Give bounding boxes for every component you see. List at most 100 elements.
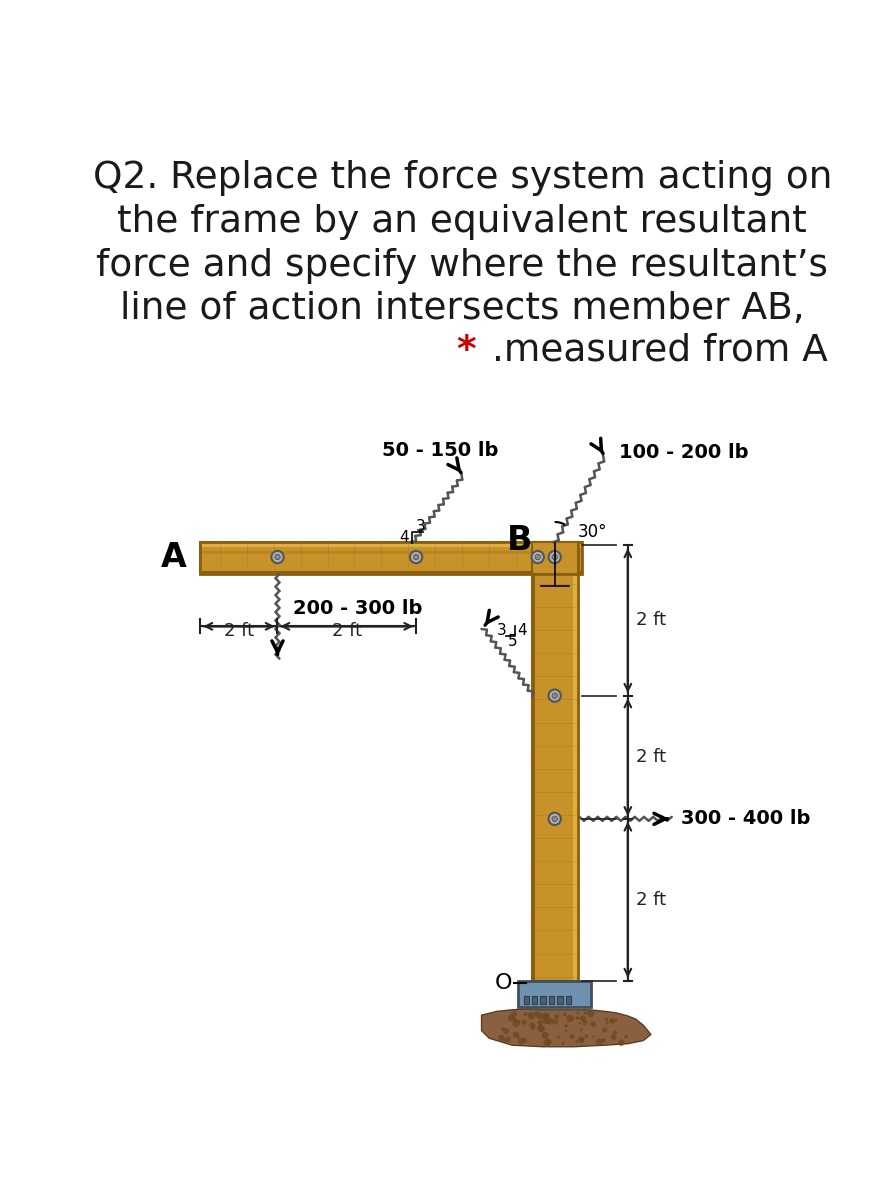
- Text: 3: 3: [496, 624, 506, 638]
- Bar: [200, 543, 581, 547]
- Circle shape: [546, 1018, 553, 1025]
- Circle shape: [552, 554, 557, 560]
- Circle shape: [521, 1019, 526, 1025]
- Circle shape: [512, 1019, 519, 1028]
- Circle shape: [614, 1019, 617, 1022]
- Circle shape: [610, 1035, 616, 1039]
- Circle shape: [564, 1030, 567, 1032]
- Circle shape: [507, 1015, 515, 1022]
- Circle shape: [574, 1040, 577, 1043]
- Circle shape: [591, 1036, 594, 1038]
- Circle shape: [595, 1038, 602, 1045]
- Circle shape: [540, 1012, 547, 1020]
- Polygon shape: [481, 1009, 650, 1046]
- Text: 300 - 400 lb: 300 - 400 lb: [681, 810, 809, 829]
- Text: Q2. Replace the force system acting on: Q2. Replace the force system acting on: [92, 160, 831, 197]
- Circle shape: [543, 1019, 548, 1024]
- Circle shape: [617, 1039, 624, 1046]
- Circle shape: [537, 1019, 543, 1026]
- Circle shape: [583, 1011, 586, 1015]
- Bar: [573, 541, 577, 980]
- Circle shape: [569, 1035, 574, 1039]
- Circle shape: [609, 1018, 615, 1024]
- Text: A: A: [160, 540, 186, 573]
- Circle shape: [579, 1016, 585, 1022]
- Circle shape: [410, 551, 422, 564]
- Circle shape: [523, 1012, 527, 1016]
- Text: the frame by an equivalent resultant: the frame by an equivalent resultant: [118, 204, 806, 240]
- Circle shape: [534, 554, 540, 560]
- Circle shape: [512, 1018, 517, 1022]
- Circle shape: [545, 1039, 551, 1045]
- Bar: [565, 996, 571, 1004]
- Circle shape: [556, 1036, 560, 1039]
- Circle shape: [576, 1017, 579, 1019]
- Circle shape: [413, 554, 418, 560]
- Circle shape: [531, 1026, 534, 1030]
- Circle shape: [604, 1018, 608, 1022]
- Bar: [517, 980, 590, 1008]
- Text: 30°: 30°: [577, 524, 607, 541]
- Circle shape: [579, 1028, 582, 1031]
- Circle shape: [537, 1025, 544, 1032]
- Circle shape: [498, 1035, 504, 1040]
- Circle shape: [548, 1040, 551, 1043]
- Circle shape: [511, 1011, 517, 1017]
- Circle shape: [516, 1019, 520, 1024]
- Text: B: B: [507, 525, 532, 558]
- Text: 3: 3: [416, 519, 425, 533]
- Text: 200 - 300 lb: 200 - 300 lb: [293, 599, 422, 618]
- Text: .measured from A: .measured from A: [492, 333, 827, 368]
- Circle shape: [543, 1039, 550, 1046]
- Circle shape: [517, 1036, 519, 1039]
- Circle shape: [566, 1015, 574, 1023]
- Circle shape: [527, 1013, 531, 1017]
- Text: 2 ft: 2 ft: [635, 611, 665, 630]
- Circle shape: [527, 1012, 534, 1019]
- Text: 5: 5: [508, 634, 517, 650]
- Circle shape: [552, 693, 557, 698]
- Circle shape: [552, 816, 557, 822]
- Bar: [523, 996, 528, 1004]
- Circle shape: [590, 1022, 595, 1028]
- Circle shape: [562, 1012, 566, 1017]
- Bar: [540, 996, 545, 1004]
- Circle shape: [548, 812, 560, 825]
- Circle shape: [584, 1035, 588, 1038]
- Circle shape: [538, 1026, 545, 1032]
- Circle shape: [579, 1038, 583, 1043]
- Circle shape: [612, 1030, 617, 1035]
- Circle shape: [531, 551, 543, 564]
- Circle shape: [587, 1010, 594, 1017]
- Circle shape: [553, 1019, 558, 1025]
- Text: line of action intersects member AB,: line of action intersects member AB,: [120, 291, 803, 327]
- Circle shape: [560, 1042, 564, 1045]
- Text: 4: 4: [399, 531, 409, 545]
- Bar: [531, 541, 535, 980]
- Text: 4: 4: [517, 624, 526, 638]
- Bar: [200, 551, 581, 554]
- Text: 2 ft: 2 ft: [635, 891, 665, 909]
- Circle shape: [604, 1022, 608, 1024]
- Text: force and specify where the resultant’s: force and specify where the resultant’s: [96, 248, 827, 284]
- Circle shape: [566, 1025, 567, 1028]
- Bar: [557, 996, 562, 1004]
- Circle shape: [503, 1028, 509, 1035]
- Text: *: *: [456, 333, 488, 368]
- Circle shape: [271, 551, 283, 564]
- Circle shape: [542, 1013, 549, 1020]
- Circle shape: [503, 1039, 506, 1043]
- Circle shape: [576, 1012, 579, 1015]
- Circle shape: [548, 551, 560, 564]
- Circle shape: [501, 1026, 504, 1030]
- Circle shape: [577, 1037, 584, 1043]
- Circle shape: [548, 690, 560, 701]
- Circle shape: [512, 1032, 518, 1038]
- Circle shape: [563, 1024, 567, 1028]
- Circle shape: [574, 1016, 578, 1019]
- Circle shape: [602, 1038, 605, 1040]
- Circle shape: [553, 1015, 559, 1019]
- Bar: [200, 571, 581, 574]
- Text: 2 ft: 2 ft: [635, 749, 665, 766]
- Circle shape: [275, 554, 280, 560]
